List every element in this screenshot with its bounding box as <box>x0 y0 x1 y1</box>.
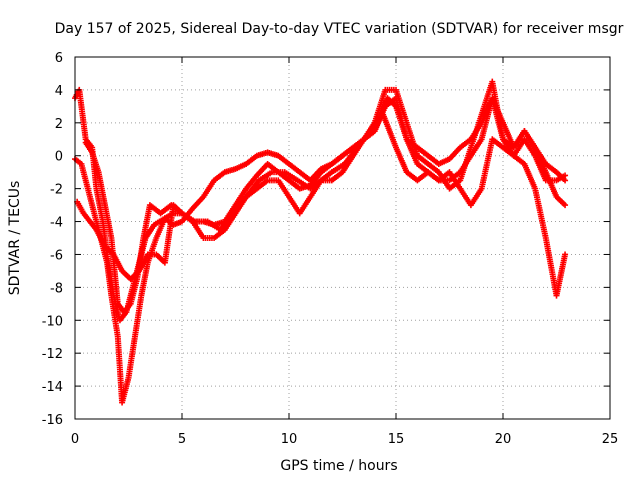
x-tick-label: 25 <box>602 432 619 447</box>
data-points <box>72 78 569 406</box>
y-tick-label: -2 <box>50 183 63 198</box>
x-tick-label: 15 <box>388 432 405 447</box>
y-tick-label: -16 <box>42 413 63 428</box>
y-tick-label: -14 <box>42 380 63 395</box>
x-axis-label: GPS time / hours <box>280 458 397 474</box>
x-tick-label: 20 <box>495 432 512 447</box>
y-tick-label: -4 <box>50 216 63 231</box>
data-point <box>562 251 569 258</box>
data-point <box>562 202 569 209</box>
y-tick-label: -6 <box>50 248 63 263</box>
data-series-track-3 <box>74 95 569 283</box>
y-tick-label: 6 <box>55 51 63 66</box>
y-tick-label: -8 <box>50 281 63 296</box>
y-axis-label: SDTVAR / TECUs <box>7 181 23 296</box>
x-tick-label: 5 <box>178 432 186 447</box>
data-series-track-4 <box>82 78 569 316</box>
y-tick-label: -12 <box>42 347 63 362</box>
plot-frame <box>74 56 611 420</box>
chart-title: Day 157 of 2025, Sidereal Day-to-day VTE… <box>55 21 624 37</box>
y-tick-label: 0 <box>55 150 63 165</box>
y-tick-label: -10 <box>42 314 63 329</box>
data-point <box>562 172 569 179</box>
data-series-track-1 <box>72 86 569 324</box>
x-tick-label: 0 <box>71 432 79 447</box>
y-tick-label: 4 <box>55 84 63 99</box>
y-tick-label: 2 <box>55 117 63 132</box>
x-tick-label: 10 <box>281 432 298 447</box>
